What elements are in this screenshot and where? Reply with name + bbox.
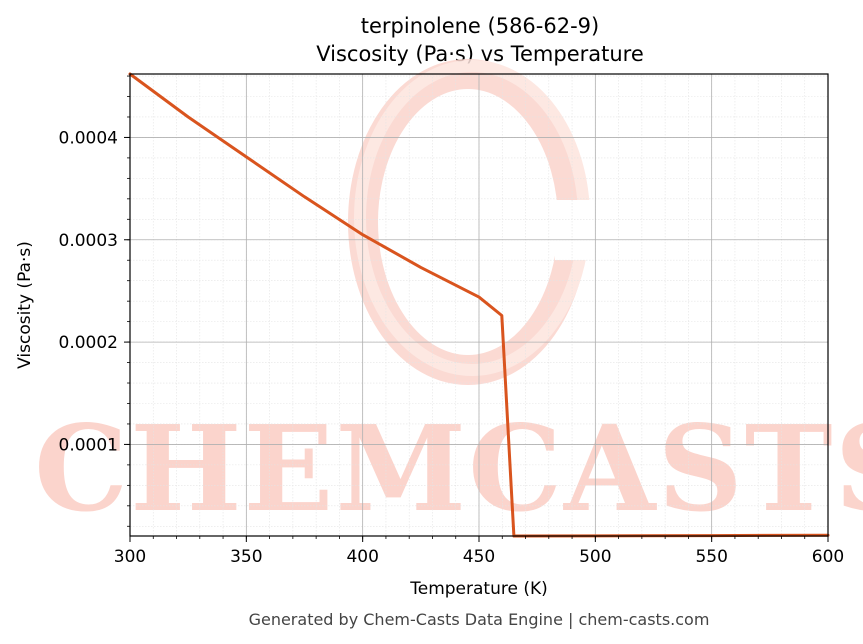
y-tick-label: 0.0001	[59, 435, 118, 455]
y-axis: 0.0001 0.0002 0.0003 0.0004	[59, 75, 130, 527]
x-tick-label: 350	[230, 547, 262, 567]
x-tick-label: 500	[579, 547, 611, 567]
x-tick-label: 550	[695, 547, 727, 567]
x-tick-label: 300	[114, 547, 146, 567]
y-tick-label: 0.0004	[59, 128, 118, 148]
y-tick-label: 0.0003	[59, 231, 118, 251]
x-tick-label: 600	[812, 547, 844, 567]
y-tick-label: 0.0002	[59, 333, 118, 353]
footer-credit: Generated by Chem-Casts Data Engine | ch…	[249, 610, 710, 629]
x-tick-label: 400	[346, 547, 378, 567]
x-axis-label: Temperature (K)	[409, 579, 548, 599]
watermark-text: CHEMCASTS	[34, 399, 863, 538]
x-tick-label: 450	[463, 547, 495, 567]
watermark: CHEMCASTS	[34, 59, 863, 538]
chart-title: terpinolene (586-62-9)	[361, 14, 599, 38]
y-axis-label: Viscosity (Pa·s)	[15, 241, 35, 369]
plot-area: CHEMCASTS	[34, 59, 863, 538]
x-axis: 300 350 400 450 500 550 600	[114, 536, 844, 567]
